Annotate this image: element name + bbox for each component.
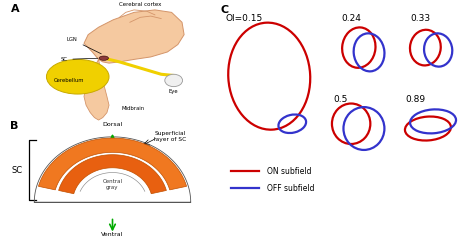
Text: OI=0.15: OI=0.15 [226,14,263,23]
Text: SC: SC [60,57,98,62]
Text: A: A [11,4,19,14]
Text: ON subfield: ON subfield [267,167,311,176]
Text: Cerebellum: Cerebellum [54,78,85,83]
Text: 0.5: 0.5 [333,95,347,104]
Text: Eye: Eye [169,89,179,94]
Text: 0.89: 0.89 [405,95,425,104]
Ellipse shape [46,60,109,94]
Text: Cerebral cortex: Cerebral cortex [119,2,162,7]
Polygon shape [59,155,166,194]
Text: Midbrain: Midbrain [121,106,145,111]
Polygon shape [84,10,184,63]
Ellipse shape [99,56,109,60]
Polygon shape [38,138,187,190]
Text: LGN: LGN [67,37,101,54]
Ellipse shape [165,74,182,87]
Text: OFF subfield: OFF subfield [267,183,314,193]
Text: SC: SC [11,166,22,175]
Text: 0.33: 0.33 [410,14,430,23]
Text: B: B [10,121,18,131]
Text: Central
gray: Central gray [102,179,122,190]
Text: C: C [220,5,229,15]
Polygon shape [84,60,109,120]
Text: 0.24: 0.24 [341,14,361,23]
Text: Dorsal: Dorsal [102,122,123,127]
Text: Superficial
layer of SC: Superficial layer of SC [154,131,186,142]
Text: Ventral: Ventral [101,232,124,238]
